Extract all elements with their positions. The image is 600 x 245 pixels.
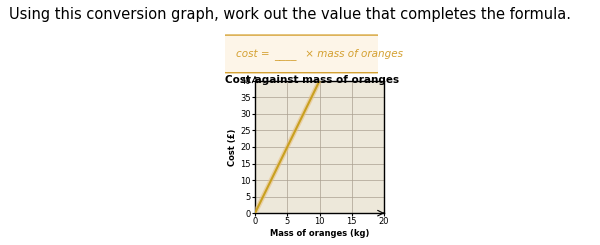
FancyBboxPatch shape <box>222 35 381 73</box>
Text: ____: ____ <box>274 51 296 61</box>
Text: cost =: cost = <box>236 49 272 59</box>
Text: Using this conversion graph, work out the value that completes the formula.: Using this conversion graph, work out th… <box>9 7 571 22</box>
Y-axis label: Cost (£): Cost (£) <box>229 128 238 166</box>
Text: Cost against mass of oranges: Cost against mass of oranges <box>225 75 399 85</box>
X-axis label: Mass of oranges (kg): Mass of oranges (kg) <box>270 229 369 238</box>
Text: × mass of oranges: × mass of oranges <box>302 49 403 59</box>
